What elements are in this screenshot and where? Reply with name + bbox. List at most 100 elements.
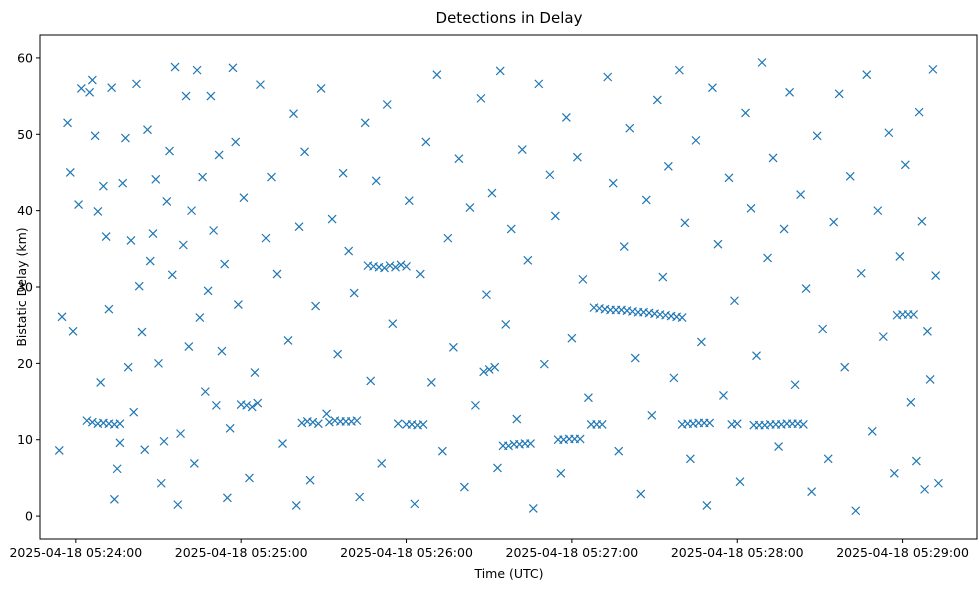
data-point bbox=[807, 487, 817, 497]
data-point bbox=[90, 131, 100, 141]
y-tick-label: 50 bbox=[17, 127, 33, 142]
data-point bbox=[289, 109, 298, 119]
data-point bbox=[677, 313, 687, 322]
x-axis-label: Time (UTC) bbox=[473, 566, 543, 581]
data-point bbox=[526, 439, 535, 448]
data-point bbox=[746, 203, 756, 213]
data-point bbox=[641, 195, 651, 205]
y-tick-label: 10 bbox=[17, 432, 33, 447]
data-point bbox=[74, 200, 84, 209]
data-point bbox=[900, 160, 910, 170]
x-tick-label: 2025-04-18 05:27:00 bbox=[506, 545, 639, 560]
data-point bbox=[228, 63, 238, 73]
data-point bbox=[198, 172, 208, 182]
data-point bbox=[380, 263, 389, 273]
data-point bbox=[222, 493, 232, 503]
data-point bbox=[209, 226, 219, 235]
data-point bbox=[297, 418, 307, 428]
data-point bbox=[316, 84, 326, 93]
data-point bbox=[545, 170, 555, 180]
y-tick-label: 0 bbox=[25, 509, 33, 524]
data-point bbox=[333, 349, 343, 359]
y-tick-label: 40 bbox=[17, 203, 33, 218]
data-point bbox=[680, 218, 690, 228]
data-point bbox=[214, 150, 224, 160]
data-point bbox=[253, 398, 263, 408]
data-point bbox=[663, 161, 673, 171]
data-point bbox=[267, 172, 276, 182]
data-point bbox=[159, 436, 169, 446]
data-point bbox=[300, 147, 309, 157]
data-point bbox=[763, 253, 772, 263]
data-point bbox=[101, 232, 111, 242]
data-point bbox=[625, 123, 635, 133]
data-point bbox=[583, 393, 593, 403]
x-tick-label: 2025-04-18 05:28:00 bbox=[671, 545, 804, 560]
data-point bbox=[741, 108, 750, 118]
data-point bbox=[790, 380, 800, 390]
data-point bbox=[211, 400, 221, 410]
data-point bbox=[575, 434, 585, 444]
data-point bbox=[426, 378, 436, 387]
data-point bbox=[261, 233, 271, 243]
data-point bbox=[377, 458, 387, 468]
data-point bbox=[107, 83, 117, 93]
data-point bbox=[523, 255, 533, 265]
data-point bbox=[550, 211, 560, 221]
data-point bbox=[132, 79, 141, 89]
data-point bbox=[873, 206, 883, 216]
data-point bbox=[410, 499, 420, 509]
data-point bbox=[63, 118, 72, 128]
data-point bbox=[647, 410, 657, 420]
data-point bbox=[123, 362, 133, 372]
data-point bbox=[443, 233, 453, 243]
data-point bbox=[931, 271, 941, 280]
data-point bbox=[506, 224, 516, 234]
data-point bbox=[115, 438, 125, 448]
data-point bbox=[57, 312, 67, 322]
data-point bbox=[757, 58, 767, 67]
data-point bbox=[922, 326, 932, 336]
data-point bbox=[231, 137, 241, 147]
data-point bbox=[68, 326, 78, 336]
data-point bbox=[895, 252, 905, 261]
y-axis-ticks: 0 10 20 30 40 50 60 bbox=[17, 50, 40, 524]
data-point bbox=[391, 262, 400, 272]
data-point bbox=[845, 171, 855, 181]
data-point bbox=[225, 423, 235, 433]
data-point bbox=[823, 454, 833, 464]
data-point bbox=[311, 301, 321, 311]
data-point bbox=[517, 145, 527, 154]
data-point bbox=[256, 80, 265, 90]
data-point bbox=[184, 342, 194, 351]
data-point bbox=[705, 418, 715, 428]
data-point bbox=[371, 176, 381, 186]
data-point bbox=[308, 417, 318, 427]
data-point bbox=[928, 64, 938, 74]
data-point bbox=[597, 420, 607, 429]
data-point bbox=[465, 203, 475, 213]
data-point bbox=[454, 154, 464, 164]
data-point bbox=[121, 133, 130, 143]
data-point bbox=[217, 346, 227, 356]
data-point bbox=[459, 482, 469, 492]
data-point bbox=[283, 336, 293, 345]
data-point bbox=[162, 197, 172, 206]
data-point bbox=[652, 95, 662, 105]
data-point bbox=[862, 70, 872, 80]
data-point bbox=[360, 118, 370, 128]
data-point bbox=[487, 188, 497, 198]
data-point bbox=[118, 178, 128, 188]
data-point bbox=[192, 65, 202, 75]
data-point bbox=[385, 261, 395, 271]
data-point bbox=[482, 290, 491, 300]
data-point bbox=[851, 506, 861, 516]
data-point bbox=[702, 500, 712, 510]
data-point bbox=[432, 70, 442, 80]
data-point bbox=[338, 168, 348, 178]
data-point bbox=[396, 260, 406, 270]
data-point bbox=[181, 91, 191, 101]
data-point bbox=[534, 79, 544, 89]
y-tick-label: 20 bbox=[17, 356, 33, 371]
